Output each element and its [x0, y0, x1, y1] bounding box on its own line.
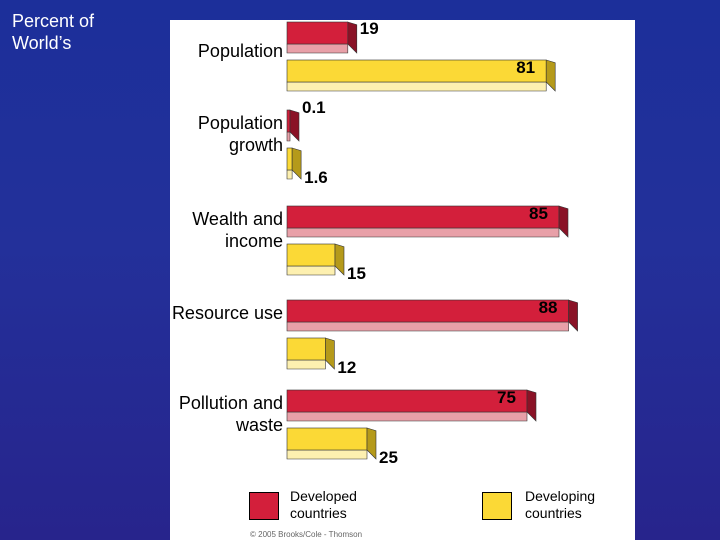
value-label: 88 — [538, 298, 558, 317]
category-label: Population — [197, 41, 283, 61]
value-label: 25 — [379, 448, 398, 467]
legend-label-developed: Developed countries — [290, 488, 357, 521]
legend-label-developing: Developing countries — [525, 488, 596, 521]
value-label: 75 — [497, 388, 516, 407]
category-label: Population growth — [197, 113, 283, 155]
legend-swatch-developing — [482, 492, 512, 520]
bar-developed — [286, 299, 578, 332]
category-label: Resource use — [171, 303, 283, 323]
category-label: Pollution and waste — [178, 393, 283, 435]
value-label: 85 — [529, 204, 548, 223]
bar-developed — [286, 389, 537, 422]
bar-developing — [286, 147, 302, 180]
value-label: 1.6 — [304, 168, 328, 187]
value-label: 15 — [347, 264, 366, 283]
bar-developing — [286, 427, 377, 460]
category-label: Wealth and income — [192, 209, 283, 251]
bar-developed — [286, 205, 569, 238]
legend-swatch-developed — [249, 492, 279, 520]
value-label: 19 — [359, 19, 379, 38]
bar-developing — [286, 243, 345, 276]
bar-developed — [286, 21, 358, 54]
value-label: 0.1 — [302, 98, 326, 117]
slide-title: Percent of World’s — [12, 11, 95, 53]
chart-panel — [170, 20, 635, 540]
bar-developing — [286, 59, 556, 92]
bar-developed — [286, 109, 300, 142]
value-label: 12 — [337, 358, 357, 377]
value-label: 81 — [516, 58, 536, 77]
bar-developing — [286, 337, 335, 370]
copyright-credit: © 2005 Brooks/Cole - Thomson — [250, 530, 363, 539]
